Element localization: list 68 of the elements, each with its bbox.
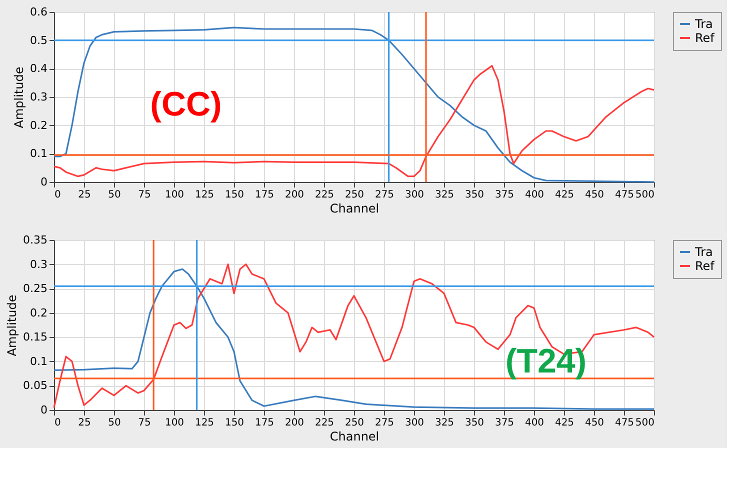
x-tick-label: 400 <box>524 190 544 200</box>
x-tick-label: 275 <box>374 190 394 200</box>
x-tick-label: 450 <box>584 190 604 200</box>
x-tick-label: 125 <box>194 418 214 428</box>
x-axis-title: Channel <box>330 430 380 444</box>
x-tick-label: 475 <box>614 418 634 428</box>
x-tick-label: 75 <box>138 418 151 428</box>
y-tick-label: 0.2 <box>30 118 48 132</box>
y-tick-label: 0 <box>40 176 48 188</box>
annotation: (T24) <box>505 342 587 380</box>
x-tick-label: 375 <box>494 418 514 428</box>
x-tick-label: 500 <box>635 190 654 200</box>
x-axis-title: Channel <box>330 202 380 216</box>
x-tick-label: 500 <box>635 418 654 428</box>
x-tick-label: 375 <box>494 190 514 200</box>
y-tick-label: 0.5 <box>30 34 48 47</box>
x-tick-label: 425 <box>554 418 574 428</box>
line-series <box>53 65 655 178</box>
x-tick-label: 275 <box>374 418 394 428</box>
y-axis-title: Amplitude <box>12 66 26 128</box>
x-tick-label: 25 <box>78 418 91 428</box>
x-tick-label: 425 <box>554 190 574 200</box>
legend-label: Tra <box>694 17 713 31</box>
annotation: (CC) <box>150 86 222 124</box>
x-tick-label: 150 <box>224 418 244 428</box>
y-tick-label: 0.6 <box>30 6 48 18</box>
x-tick-label: 50 <box>108 190 121 200</box>
y-tick-label: 0.2 <box>30 306 48 320</box>
y-tick-label: 0.25 <box>23 282 48 296</box>
x-tick-label: 0 <box>54 418 61 428</box>
x-tick-label: 100 <box>164 190 184 200</box>
x-tick-label: 150 <box>224 190 244 200</box>
x-tick-label: 475 <box>614 190 634 200</box>
y-tick-label: 0.35 <box>23 234 48 246</box>
y-tick-label: 0.15 <box>23 330 48 344</box>
x-tick-label: 225 <box>314 418 334 428</box>
x-tick-label: 225 <box>314 190 334 200</box>
x-tick-label: 325 <box>434 190 454 200</box>
y-tick-label: 0.05 <box>23 379 48 392</box>
x-tick-label: 350 <box>464 418 484 428</box>
legend-label: Tra <box>694 245 713 259</box>
x-tick-label: 300 <box>404 190 424 200</box>
legend-label: Ref <box>695 259 716 273</box>
legend-label: Ref <box>695 31 716 45</box>
x-tick-label: 300 <box>404 418 424 428</box>
x-tick-label: 25 <box>78 190 91 200</box>
y-tick-label: 0.3 <box>30 90 48 104</box>
x-tick-label: 75 <box>138 190 151 200</box>
x-tick-label: 100 <box>164 418 184 428</box>
x-tick-label: 325 <box>434 418 454 428</box>
x-tick-label: 175 <box>254 190 274 200</box>
x-tick-label: 250 <box>344 418 364 428</box>
x-tick-label: 125 <box>194 190 214 200</box>
x-tick-label: 400 <box>524 418 544 428</box>
y-tick-label: 0.4 <box>30 62 48 76</box>
y-tick-label: 0 <box>40 404 48 416</box>
x-tick-label: 50 <box>108 418 121 428</box>
x-tick-label: 450 <box>584 418 604 428</box>
x-tick-label: 175 <box>254 418 274 428</box>
y-tick-label: 0.1 <box>30 354 48 368</box>
x-tick-label: 0 <box>54 190 61 200</box>
y-tick-label: 0.3 <box>30 258 48 271</box>
x-tick-label: 350 <box>464 190 484 200</box>
x-tick-label: 200 <box>284 190 304 200</box>
x-tick-label: 250 <box>344 190 364 200</box>
x-tick-label: 200 <box>284 418 304 428</box>
y-tick-label: 0.1 <box>30 147 48 160</box>
y-axis-title: Amplitude <box>5 294 20 356</box>
